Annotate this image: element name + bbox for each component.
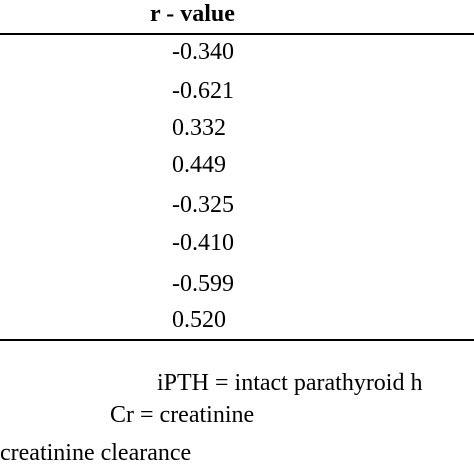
column-header: r - value [150, 1, 235, 27]
table-cell: -0.599 [172, 271, 234, 297]
table-cell: 0.520 [172, 307, 226, 333]
footnote: iPTH = intact parathyroid h [157, 370, 423, 396]
table-cell: -0.325 [172, 192, 234, 218]
footnote: creatinine clearance [0, 440, 192, 466]
footnote: Cr = creatinine [110, 402, 255, 428]
table-cell: 0.449 [172, 152, 226, 178]
table-cell: -0.621 [172, 78, 234, 104]
header-rule [0, 33, 474, 35]
table-cell: 0.332 [172, 115, 226, 141]
table-cell: -0.410 [172, 230, 234, 256]
table-cell: -0.340 [172, 39, 234, 65]
bottom-rule [0, 339, 474, 341]
